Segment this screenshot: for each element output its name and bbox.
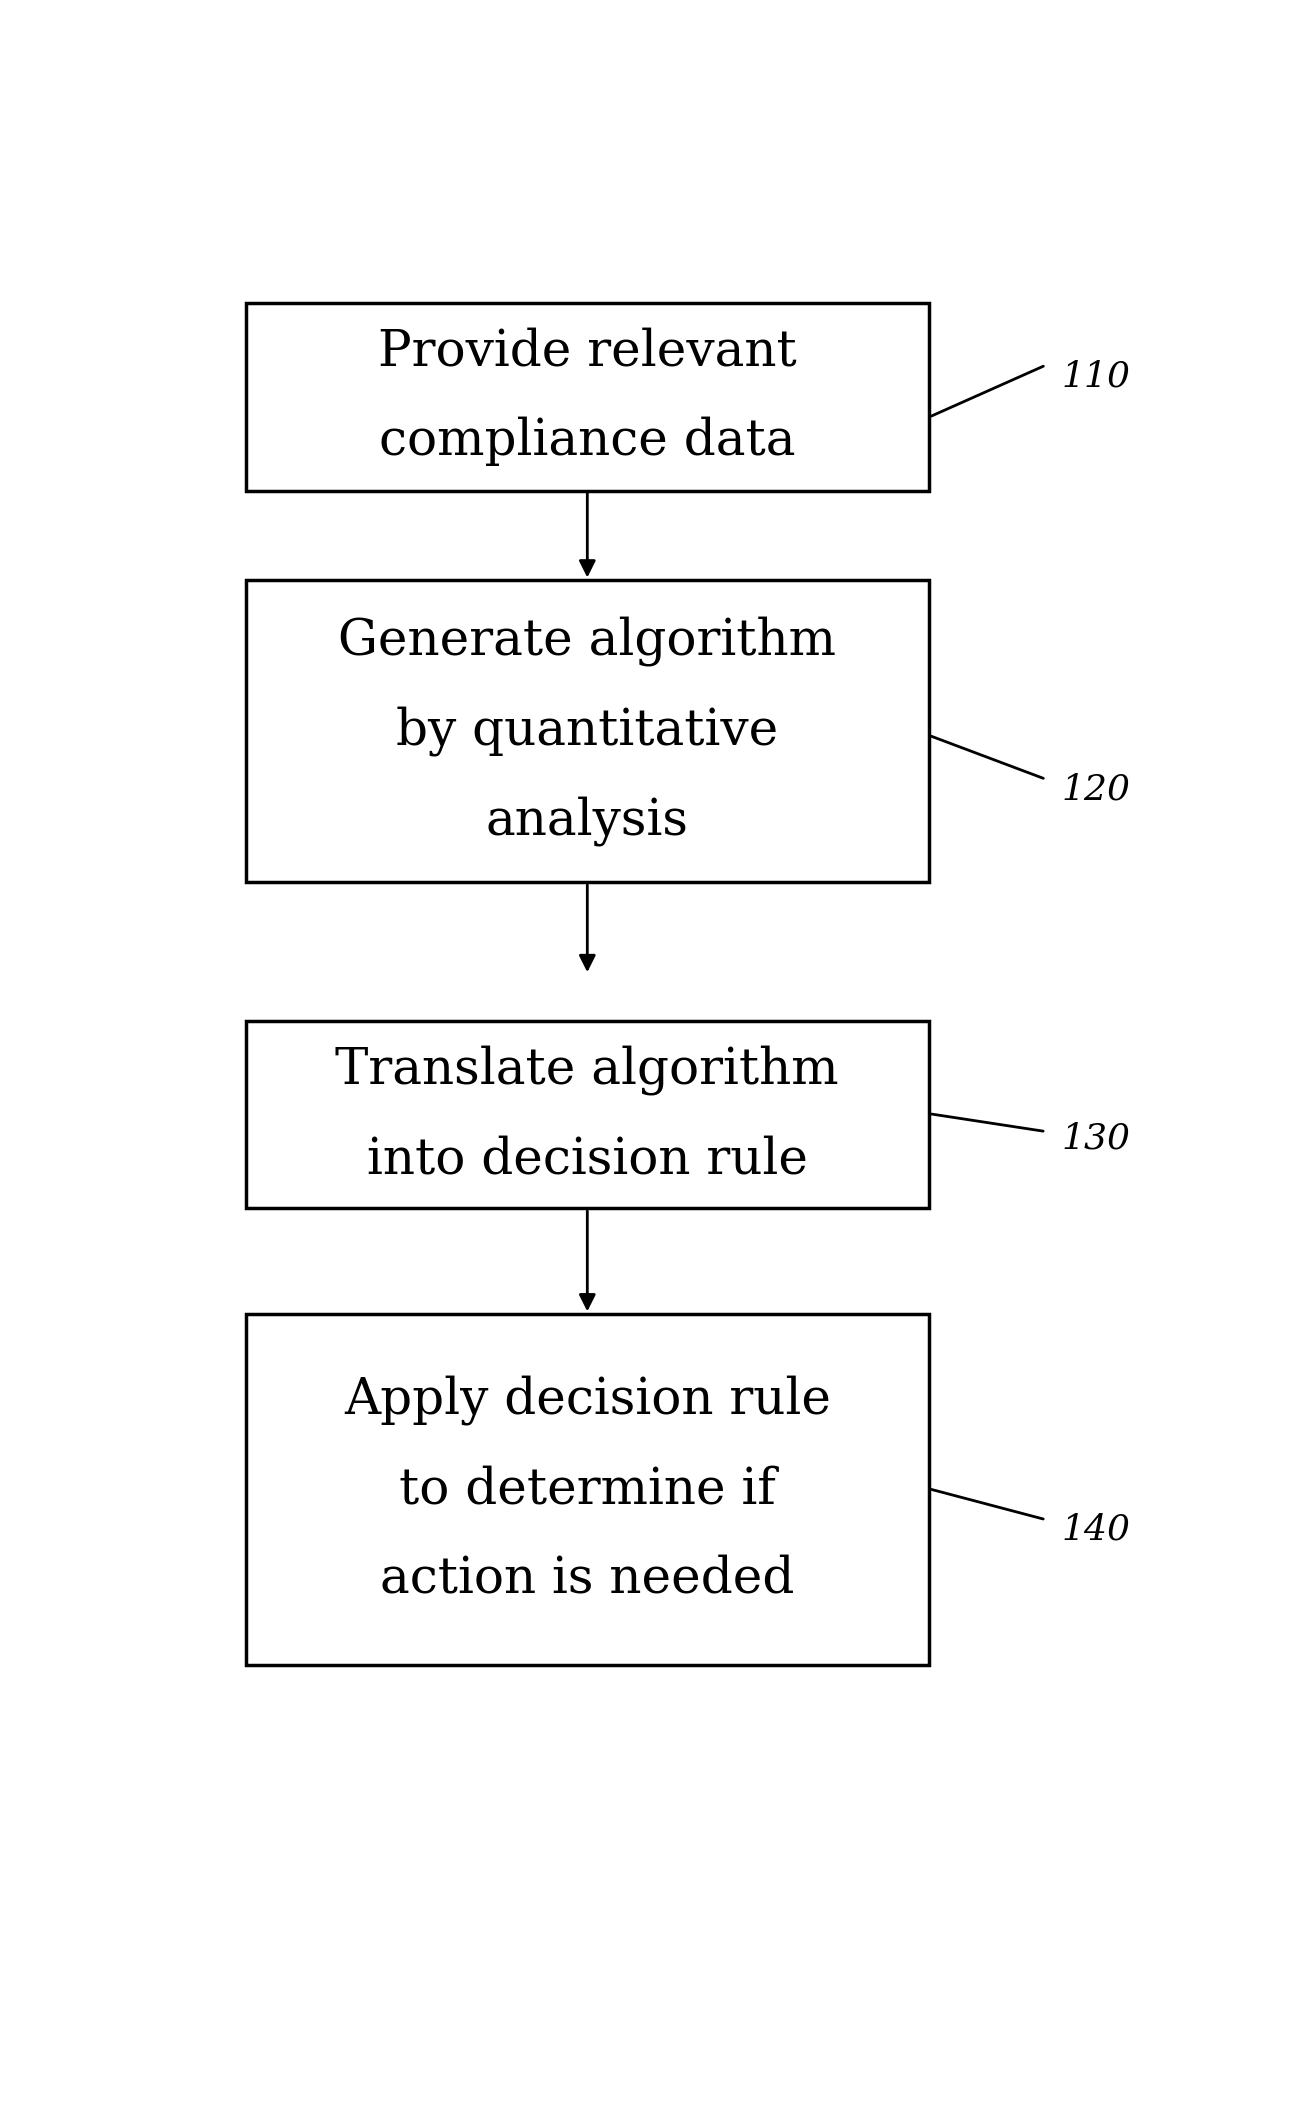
Text: to determine if: to determine if [398,1466,776,1514]
Text: by quantitative: by quantitative [396,705,778,756]
Text: compliance data: compliance data [379,417,796,466]
Text: Provide relevant: Provide relevant [377,328,797,377]
Text: Translate algorithm: Translate algorithm [335,1044,839,1095]
Text: action is needed: action is needed [380,1555,794,1603]
Text: into decision rule: into decision rule [367,1135,807,1184]
Text: 120: 120 [1061,773,1130,807]
Text: 110: 110 [1061,360,1130,394]
Text: 130: 130 [1061,1120,1130,1154]
Bar [246,580,928,881]
Text: Generate algorithm: Generate algorithm [338,616,836,667]
Bar [246,303,928,491]
Text: analysis: analysis [485,796,689,845]
Bar [246,1021,928,1207]
Text: 140: 140 [1061,1512,1130,1546]
Text: Apply decision rule: Apply decision rule [343,1375,831,1425]
Bar [246,1313,928,1665]
